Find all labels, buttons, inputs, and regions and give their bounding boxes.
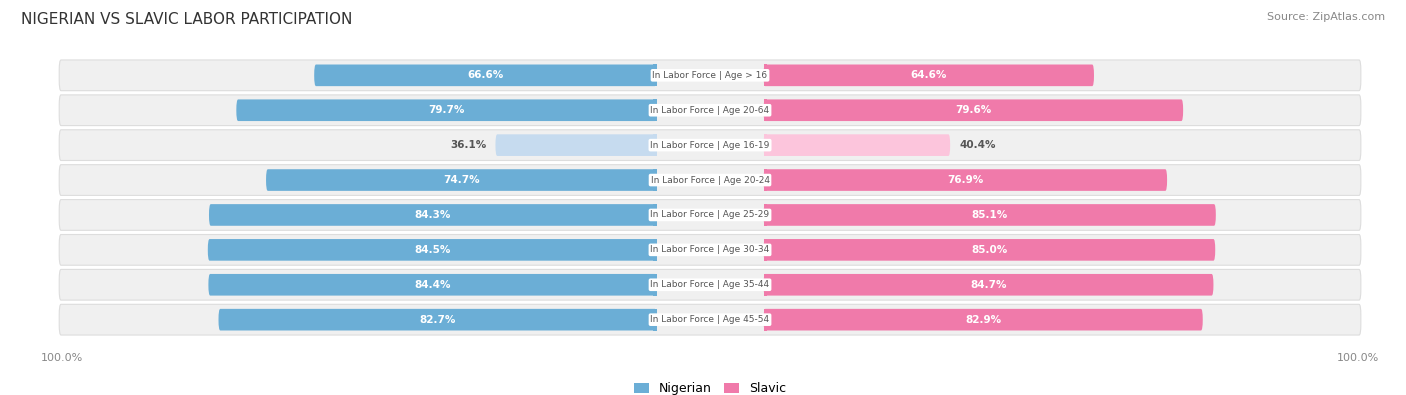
FancyBboxPatch shape [59,269,1361,300]
Text: In Labor Force | Age > 16: In Labor Force | Age > 16 [652,71,768,80]
FancyBboxPatch shape [59,130,1361,160]
Text: In Labor Force | Age 30-34: In Labor Force | Age 30-34 [651,245,769,254]
Text: 76.9%: 76.9% [948,175,983,185]
FancyBboxPatch shape [495,134,657,156]
FancyBboxPatch shape [59,304,1361,335]
Bar [652,274,657,296]
FancyBboxPatch shape [236,100,657,121]
Text: 84.7%: 84.7% [970,280,1007,290]
Text: In Labor Force | Age 16-19: In Labor Force | Age 16-19 [651,141,769,150]
Text: 84.3%: 84.3% [415,210,451,220]
FancyBboxPatch shape [208,274,657,295]
Bar [763,204,768,226]
FancyBboxPatch shape [763,169,1167,191]
Legend: Nigerian, Slavic: Nigerian, Slavic [634,382,786,395]
FancyBboxPatch shape [763,64,1094,86]
FancyBboxPatch shape [763,274,1213,295]
Text: 79.6%: 79.6% [955,105,991,115]
Bar [652,239,657,261]
FancyBboxPatch shape [763,239,1215,261]
FancyBboxPatch shape [314,64,657,86]
Text: 66.6%: 66.6% [467,70,503,80]
FancyBboxPatch shape [209,204,657,226]
FancyBboxPatch shape [763,204,1216,226]
FancyBboxPatch shape [763,134,950,156]
Bar [763,274,768,296]
FancyBboxPatch shape [59,235,1361,265]
Bar [763,64,768,87]
FancyBboxPatch shape [763,100,1182,121]
FancyBboxPatch shape [218,309,657,331]
Bar [652,308,657,331]
Text: 79.7%: 79.7% [429,105,464,115]
Text: 84.4%: 84.4% [415,280,451,290]
Text: 40.4%: 40.4% [959,140,995,150]
Text: 84.5%: 84.5% [413,245,450,255]
FancyBboxPatch shape [208,239,657,261]
Bar [763,169,768,191]
FancyBboxPatch shape [59,95,1361,126]
Text: 64.6%: 64.6% [911,70,946,80]
Bar [652,134,657,156]
Text: 74.7%: 74.7% [443,175,479,185]
Text: Source: ZipAtlas.com: Source: ZipAtlas.com [1267,12,1385,22]
Bar [652,99,657,121]
FancyBboxPatch shape [59,199,1361,230]
Bar [652,204,657,226]
FancyBboxPatch shape [266,169,657,191]
Text: 36.1%: 36.1% [450,140,486,150]
Text: 85.1%: 85.1% [972,210,1008,220]
Bar [652,169,657,191]
FancyBboxPatch shape [59,60,1361,91]
Text: 82.9%: 82.9% [965,315,1001,325]
Text: In Labor Force | Age 20-24: In Labor Force | Age 20-24 [651,175,769,184]
Bar [763,239,768,261]
Text: In Labor Force | Age 20-64: In Labor Force | Age 20-64 [651,106,769,115]
Bar [763,99,768,121]
Text: In Labor Force | Age 35-44: In Labor Force | Age 35-44 [651,280,769,289]
Text: NIGERIAN VS SLAVIC LABOR PARTICIPATION: NIGERIAN VS SLAVIC LABOR PARTICIPATION [21,12,353,27]
Text: 82.7%: 82.7% [419,315,456,325]
Bar [763,134,768,156]
Bar [763,308,768,331]
Text: In Labor Force | Age 25-29: In Labor Force | Age 25-29 [651,211,769,220]
FancyBboxPatch shape [763,309,1202,331]
Text: In Labor Force | Age 45-54: In Labor Force | Age 45-54 [651,315,769,324]
FancyBboxPatch shape [59,165,1361,196]
Bar [652,64,657,87]
Text: 85.0%: 85.0% [972,245,1008,255]
